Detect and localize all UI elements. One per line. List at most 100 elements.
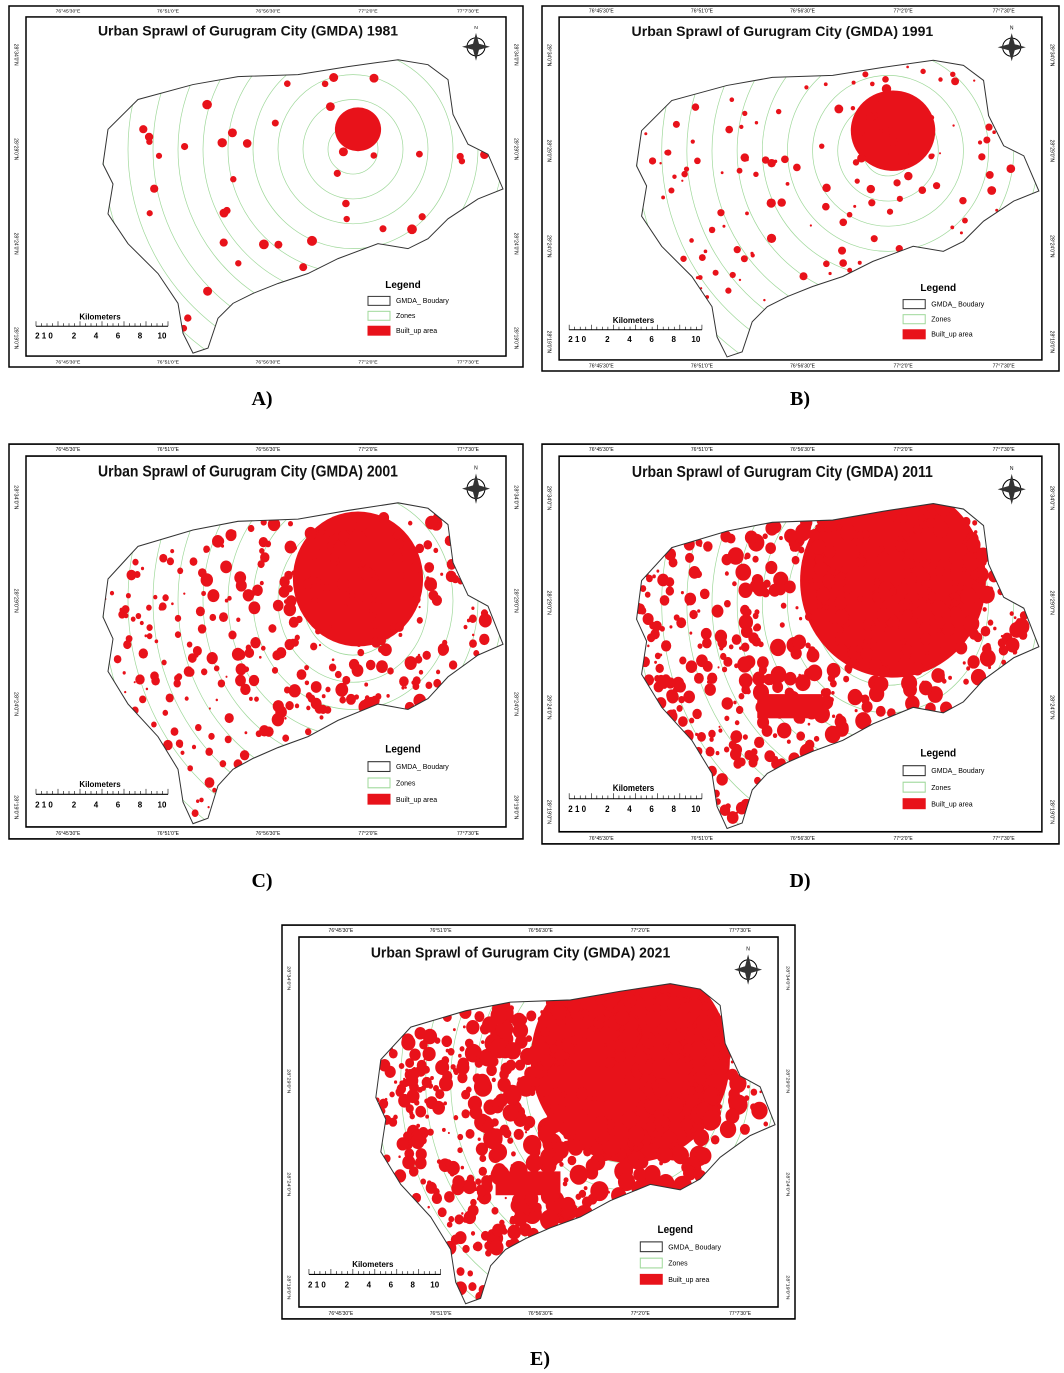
latitude-label: 28°34'0"N bbox=[546, 486, 552, 511]
latitude-label: 28°19'0"N bbox=[1049, 331, 1055, 354]
longitude-label: 77°7'30"E bbox=[993, 836, 1016, 842]
built-up-patch bbox=[162, 594, 168, 601]
built-up-patch bbox=[877, 101, 879, 103]
built-up-patch bbox=[370, 74, 379, 83]
built-up-patch bbox=[139, 648, 148, 658]
built-up-patch bbox=[815, 555, 824, 565]
built-up-patch bbox=[808, 578, 814, 584]
built-up-patch bbox=[451, 1235, 461, 1245]
compass-north: N bbox=[746, 946, 750, 952]
built-up-patch bbox=[397, 1084, 406, 1094]
built-up-patch bbox=[395, 613, 398, 617]
built-up-patch bbox=[279, 576, 289, 587]
built-up-patch bbox=[194, 653, 198, 658]
built-up-patch bbox=[593, 1197, 597, 1201]
built-up-patch bbox=[277, 723, 279, 725]
built-up-patch bbox=[869, 584, 876, 592]
built-up-patch bbox=[202, 100, 212, 110]
built-up-patch bbox=[543, 1147, 554, 1159]
longitude-label: 77°2'0"E bbox=[893, 447, 913, 453]
built-up-patch bbox=[962, 517, 971, 526]
built-up-patch bbox=[427, 1129, 434, 1136]
built-up-patch bbox=[126, 593, 131, 598]
built-up-patch bbox=[452, 1175, 465, 1189]
built-up-patch bbox=[661, 640, 671, 651]
built-up-patch bbox=[888, 118, 890, 120]
built-up-patch bbox=[686, 660, 697, 673]
built-up-patch bbox=[716, 773, 727, 786]
latitude-label: 28°24'0"N bbox=[13, 692, 19, 716]
built-up-patch bbox=[942, 676, 945, 680]
built-up-patch bbox=[680, 256, 686, 262]
panel-label: B) bbox=[790, 388, 810, 411]
built-up-patch bbox=[474, 1074, 490, 1091]
built-up-patch bbox=[436, 670, 440, 675]
built-up-patch bbox=[681, 180, 683, 182]
built-up-patch bbox=[763, 1121, 768, 1126]
built-up-patch bbox=[419, 670, 423, 675]
longitude-label: 76°56'30"E bbox=[256, 359, 281, 365]
built-up-patch bbox=[645, 1010, 661, 1028]
built-up-patch bbox=[959, 197, 966, 204]
built-up-patch bbox=[709, 1074, 711, 1076]
built-up-patch bbox=[570, 1165, 588, 1185]
built-up-patch bbox=[159, 554, 167, 563]
latitude-label: 28°29'0"N bbox=[513, 138, 519, 160]
built-up-patch bbox=[440, 573, 443, 576]
built-up-patch bbox=[405, 656, 417, 669]
built-up-patch bbox=[334, 170, 341, 177]
built-up-patch bbox=[810, 224, 812, 226]
longitude-label: 76°51'0"E bbox=[157, 447, 179, 453]
built-up-patch bbox=[988, 666, 991, 669]
built-up-patch bbox=[780, 622, 785, 628]
built-up-patch bbox=[724, 716, 729, 722]
built-up-patch bbox=[430, 1076, 434, 1080]
built-up-patch bbox=[874, 578, 879, 584]
built-up-patch bbox=[697, 609, 700, 613]
built-up-patch bbox=[187, 642, 193, 648]
built-up-patch bbox=[698, 643, 703, 649]
built-up-patch bbox=[386, 694, 389, 698]
built-up-patch bbox=[862, 71, 868, 77]
built-up-patch bbox=[346, 590, 350, 594]
built-up-patch bbox=[236, 649, 246, 660]
built-up-patch bbox=[717, 209, 724, 216]
built-up-patch bbox=[770, 682, 773, 685]
built-up-patch bbox=[552, 1004, 567, 1020]
built-up-patch bbox=[399, 1063, 405, 1069]
built-up-patch bbox=[692, 1023, 697, 1028]
built-up-patch bbox=[683, 1043, 693, 1054]
longitude-label: 77°7'30"E bbox=[993, 363, 1016, 369]
built-up-patch bbox=[507, 1225, 521, 1240]
built-up-patch bbox=[762, 687, 769, 694]
built-up-patch bbox=[709, 227, 715, 233]
scale-label: 8 bbox=[672, 335, 677, 344]
longitude-label: 76°51'0"E bbox=[430, 1311, 452, 1317]
built-up-patch bbox=[713, 1060, 728, 1076]
built-up-patch bbox=[226, 529, 237, 541]
built-up-patch bbox=[329, 663, 336, 671]
built-up-patch bbox=[604, 994, 610, 1000]
built-up-patch bbox=[971, 584, 975, 589]
built-up-patch bbox=[469, 639, 477, 647]
longitude-label: 76°56'30"E bbox=[528, 928, 553, 934]
built-up-patch bbox=[672, 175, 676, 179]
built-up-patch bbox=[329, 553, 338, 563]
built-up-patch bbox=[983, 137, 990, 144]
built-up-patch bbox=[306, 706, 310, 711]
built-up-patch bbox=[505, 1042, 521, 1059]
built-up-patch bbox=[377, 636, 386, 646]
built-up-patch bbox=[538, 1016, 543, 1021]
built-up-patch bbox=[135, 674, 144, 684]
latitude-label: 28°24'0"N bbox=[286, 1172, 292, 1196]
built-up-patch bbox=[819, 143, 824, 148]
built-up-patch bbox=[174, 675, 180, 682]
built-up-patch bbox=[674, 614, 680, 620]
longitude-label: 76°51'0"E bbox=[691, 363, 714, 369]
built-up-patch bbox=[960, 231, 963, 234]
built-up-patch bbox=[999, 645, 1008, 655]
built-up-patch bbox=[750, 252, 753, 255]
scale-label: 8 bbox=[411, 1279, 416, 1289]
longitude-label: 77°2'0"E bbox=[358, 359, 378, 365]
built-up-patch bbox=[707, 673, 717, 684]
